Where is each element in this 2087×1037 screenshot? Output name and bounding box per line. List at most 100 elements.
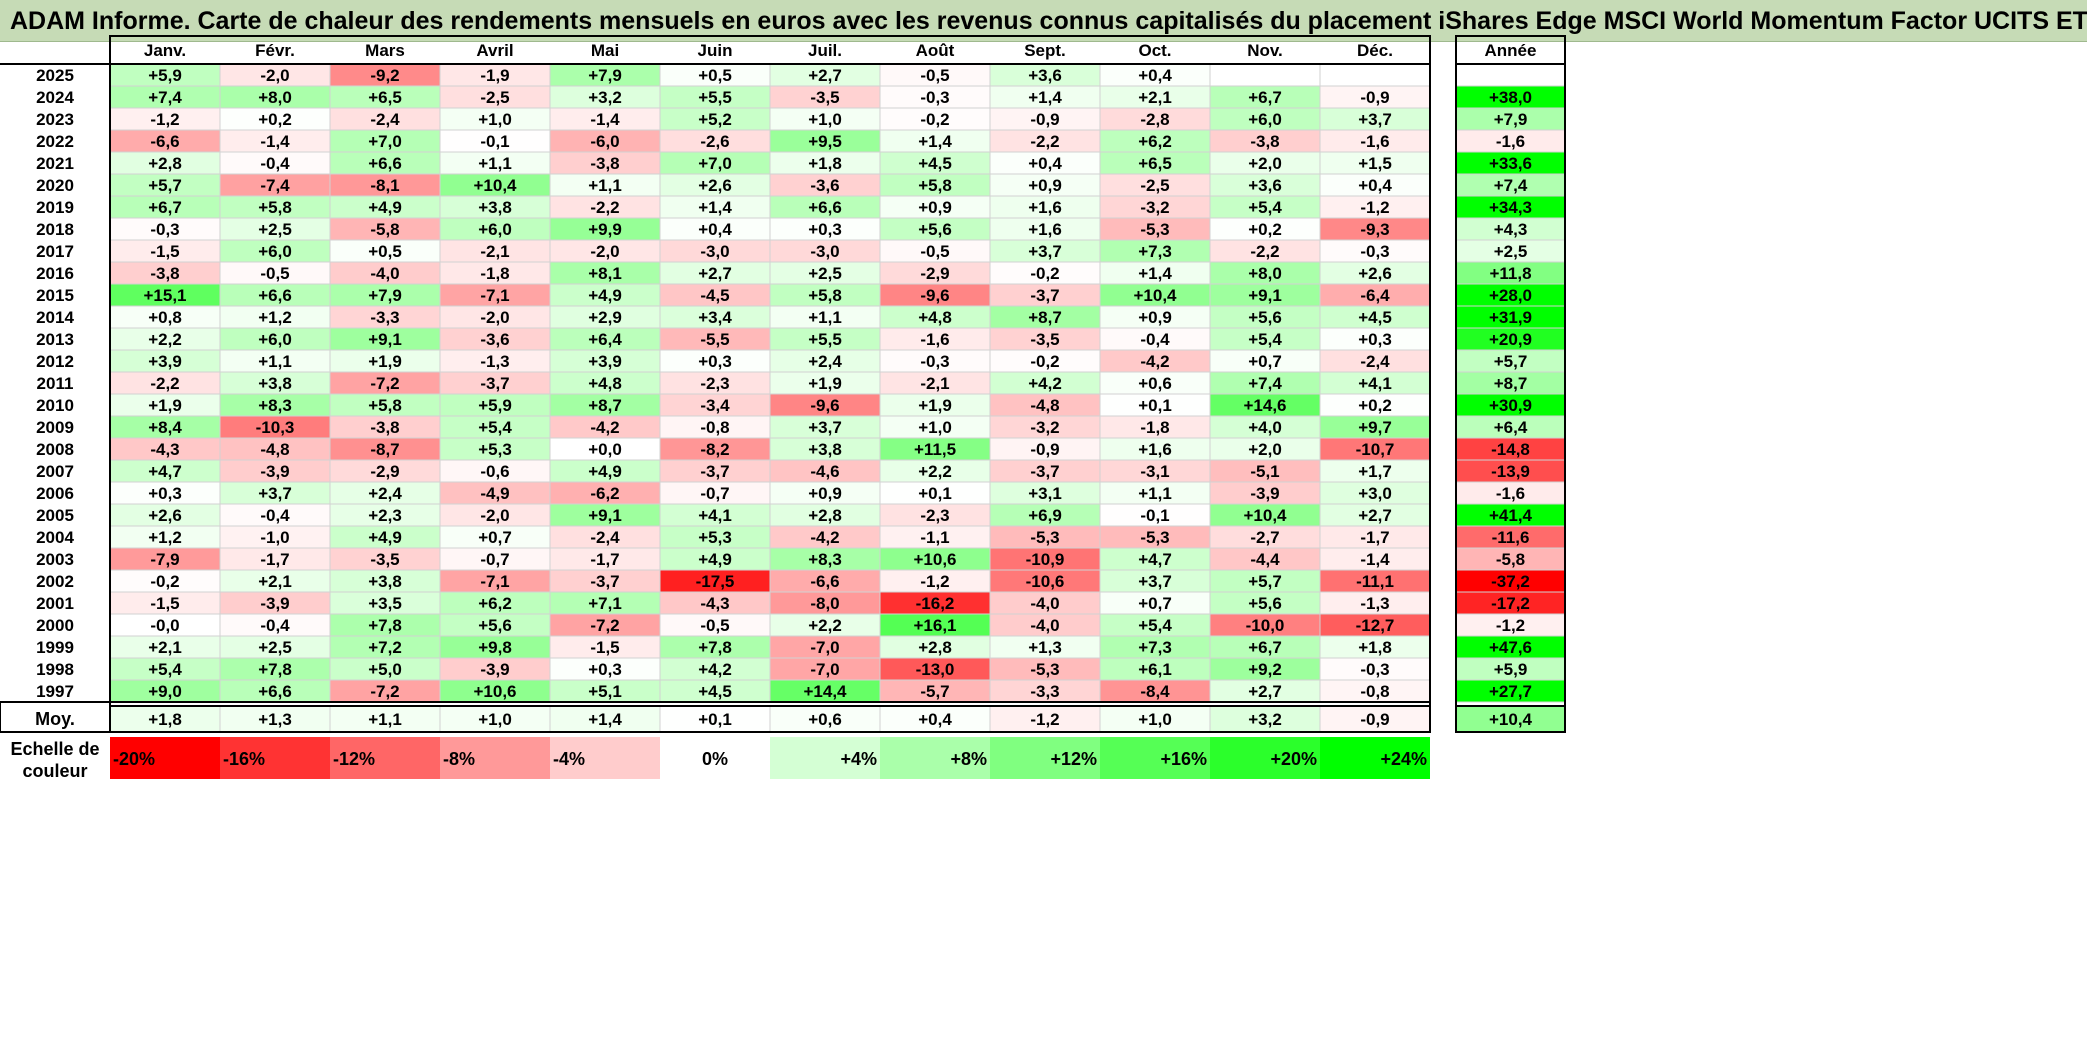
scale-swatch <box>440 737 550 779</box>
cell-value: +7,3 <box>1138 638 1172 657</box>
cell-value: +1,4 <box>1028 88 1062 107</box>
cell-value: -7,0 <box>810 660 839 679</box>
heatmap-cell <box>1209 63 1321 87</box>
cell-value: -3,8 <box>1250 132 1279 151</box>
cell-value: -0,2 <box>1030 352 1059 371</box>
cell-value: +1,8 <box>1358 638 1392 657</box>
annual-value: -1,2 <box>1496 616 1525 635</box>
cell-value: +4,1 <box>698 506 732 525</box>
cell-value: +0,1 <box>1138 396 1172 415</box>
cell-value: +0,7 <box>478 528 512 547</box>
cell-value: -3,9 <box>260 594 289 613</box>
cell-value: +4,9 <box>368 528 402 547</box>
cell-value: -2,0 <box>480 308 509 327</box>
cell-value: -7,2 <box>590 616 619 635</box>
cell-value: +16,1 <box>913 616 956 635</box>
cell-value: +6,6 <box>258 286 292 305</box>
scale-swatch <box>1210 737 1320 779</box>
annual-value: -17,2 <box>1491 594 1530 613</box>
cell-value: -6,0 <box>590 132 619 151</box>
year-label: 2021 <box>36 154 74 173</box>
cell-value: +5,4 <box>1138 616 1172 635</box>
cell-value: +11,5 <box>914 440 956 459</box>
cell-value: -0,4 <box>260 506 290 525</box>
cell-value: -2,2 <box>150 374 179 393</box>
cell-value: -6,6 <box>810 572 839 591</box>
cell-value: -3,1 <box>1140 462 1169 481</box>
cell-value: -4,2 <box>810 528 839 547</box>
cell-value: +4,5 <box>918 154 952 173</box>
month-header: Déc. <box>1357 41 1393 60</box>
cell-value: -2,2 <box>1030 132 1059 151</box>
cell-value: -0,3 <box>1360 660 1389 679</box>
average-value: +1,1 <box>368 710 402 729</box>
cell-value: +1,1 <box>808 308 842 327</box>
average-value: +3,2 <box>1248 710 1282 729</box>
cell-value: -2,0 <box>590 242 619 261</box>
cell-value: -0,9 <box>1030 110 1059 129</box>
cell-value: -4,5 <box>700 286 729 305</box>
cell-value: +5,3 <box>698 528 732 547</box>
cell-value: +10,4 <box>1133 286 1177 305</box>
cell-value: +6,0 <box>478 220 512 239</box>
cell-value: -4,2 <box>1140 352 1169 371</box>
cell-value: -3,2 <box>1030 418 1059 437</box>
cell-value: +3,7 <box>258 484 292 503</box>
year-label: 2005 <box>36 506 74 525</box>
cell-value: -5,5 <box>700 330 729 349</box>
cell-value: -3,5 <box>370 550 399 569</box>
cell-value: +8,7 <box>1028 308 1062 327</box>
cell-value: +5,6 <box>1248 308 1282 327</box>
cell-value: -3,5 <box>1030 330 1059 349</box>
scale-label-value: +24% <box>1380 749 1427 769</box>
year-label: 2009 <box>36 418 74 437</box>
cell-value: +2,3 <box>368 506 402 525</box>
cell-value: -2,2 <box>1250 242 1279 261</box>
cell-value: +2,1 <box>148 638 182 657</box>
cell-value: -3,0 <box>700 242 729 261</box>
cell-value: +2,5 <box>808 264 842 283</box>
scale-label: Echelle de <box>10 739 99 759</box>
annual-value: +31,9 <box>1489 308 1532 327</box>
cell-value: +1,9 <box>808 374 842 393</box>
cell-value: -0,1 <box>480 132 509 151</box>
cell-value: +4,2 <box>1028 374 1062 393</box>
cell-value: -6,4 <box>1360 286 1390 305</box>
cell-value: +2,6 <box>1358 264 1392 283</box>
average-value: +1,3 <box>258 710 292 729</box>
cell-value: +2,7 <box>1248 682 1282 701</box>
cell-value: -3,6 <box>480 330 509 349</box>
cell-value: -12,7 <box>1356 616 1395 635</box>
cell-value: +8,0 <box>258 88 292 107</box>
cell-value: -0,8 <box>1360 682 1389 701</box>
annual-value: +5,9 <box>1494 660 1528 679</box>
cell-value: +2,7 <box>808 66 842 85</box>
cell-value: +7,4 <box>148 88 182 107</box>
cell-value: +0,1 <box>918 484 952 503</box>
cell-value: +3,7 <box>1358 110 1392 129</box>
cell-value: +2,1 <box>1138 88 1172 107</box>
cell-value: +0,4 <box>1138 66 1172 85</box>
cell-value: -0,9 <box>1030 440 1059 459</box>
cell-value: -3,7 <box>700 462 729 481</box>
cell-value: +2,8 <box>808 506 842 525</box>
scale-label-value: 0% <box>702 749 728 769</box>
cell-value: +7,0 <box>698 154 732 173</box>
cell-value: -0,2 <box>1030 264 1059 283</box>
annual-value: +33,6 <box>1489 154 1532 173</box>
cell-value: -0,0 <box>150 616 179 635</box>
cell-value: +1,1 <box>478 154 512 173</box>
cell-value: +0,0 <box>588 440 622 459</box>
cell-value: +9,1 <box>588 506 622 525</box>
cell-value: +2,9 <box>588 308 622 327</box>
cell-value: +6,9 <box>1028 506 1062 525</box>
annual-value: +47,6 <box>1489 638 1532 657</box>
month-header: Août <box>916 41 955 60</box>
cell-value: +4,5 <box>698 682 732 701</box>
cell-value: -7,1 <box>480 286 509 305</box>
scale-label-value: +20% <box>1270 749 1317 769</box>
cell-value: +4,8 <box>588 374 622 393</box>
cell-value: +2,8 <box>918 638 952 657</box>
cell-value: +2,1 <box>258 572 292 591</box>
cell-value: +3,8 <box>478 198 512 217</box>
